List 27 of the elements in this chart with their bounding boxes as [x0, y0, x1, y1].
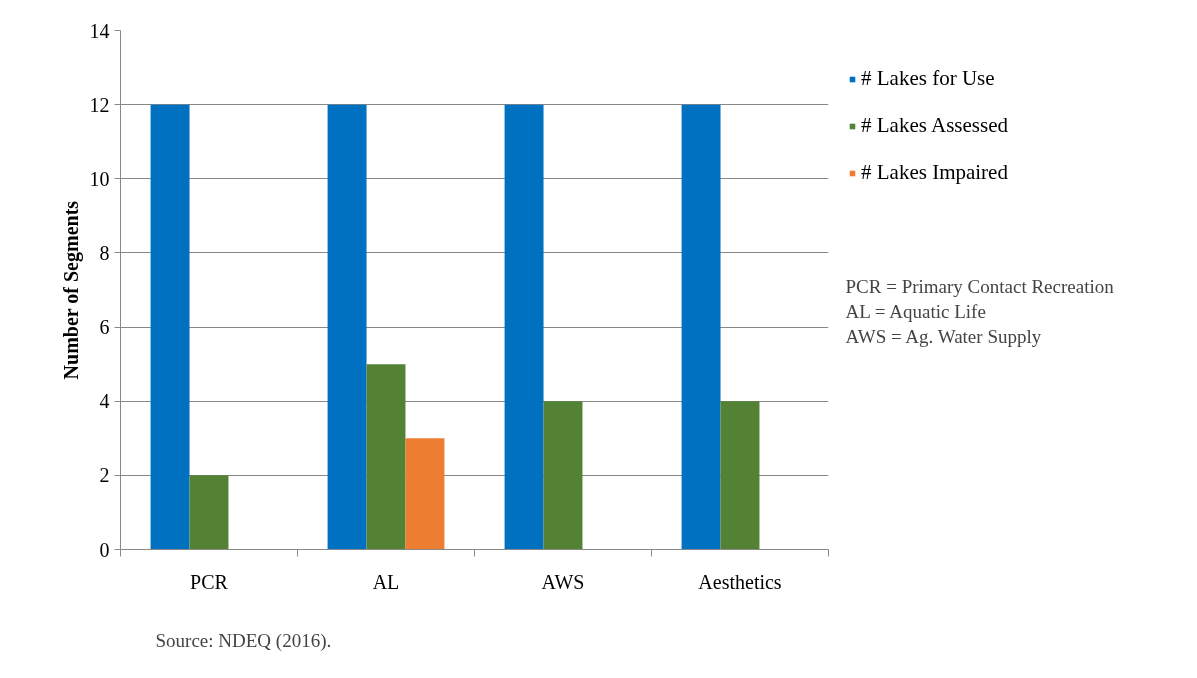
bar [681, 104, 721, 550]
bar [504, 104, 544, 550]
y-tick-label: 0 [99, 538, 110, 561]
y-tick-label: 4 [99, 390, 110, 413]
source-note: Source: NDEQ (2016). [155, 630, 332, 652]
bar [150, 104, 190, 550]
text: PCR = Primary Contact Recreation AL = Aquatic Life AWS = Ag. Water Supply [845, 275, 1115, 347]
bar [327, 104, 367, 550]
legend-label: # Lakes Assessed [861, 113, 1008, 138]
y-tick-label: 8 [99, 241, 110, 264]
legend-label: # Lakes for Use [861, 66, 995, 91]
x-tick-label: AWS [541, 570, 585, 593]
y-axis-title: Number of Segments [59, 200, 83, 380]
y-tick-label: 10 [89, 167, 110, 190]
bar [543, 401, 583, 550]
bar [366, 364, 406, 550]
bar [405, 438, 445, 550]
bar [720, 401, 760, 550]
y-tick-label: 6 [99, 316, 110, 339]
y-tick-label: 2 [99, 464, 110, 487]
y-tick-label: 12 [89, 93, 110, 116]
x-tick-label: AL [372, 570, 400, 593]
x-tick-label: Aesthetics [698, 570, 782, 593]
bar [189, 475, 229, 550]
x-tick-label: PCR [190, 570, 229, 593]
y-tick-label: 14 [89, 19, 110, 42]
legend-label: # Lakes Impaired [861, 160, 1008, 185]
